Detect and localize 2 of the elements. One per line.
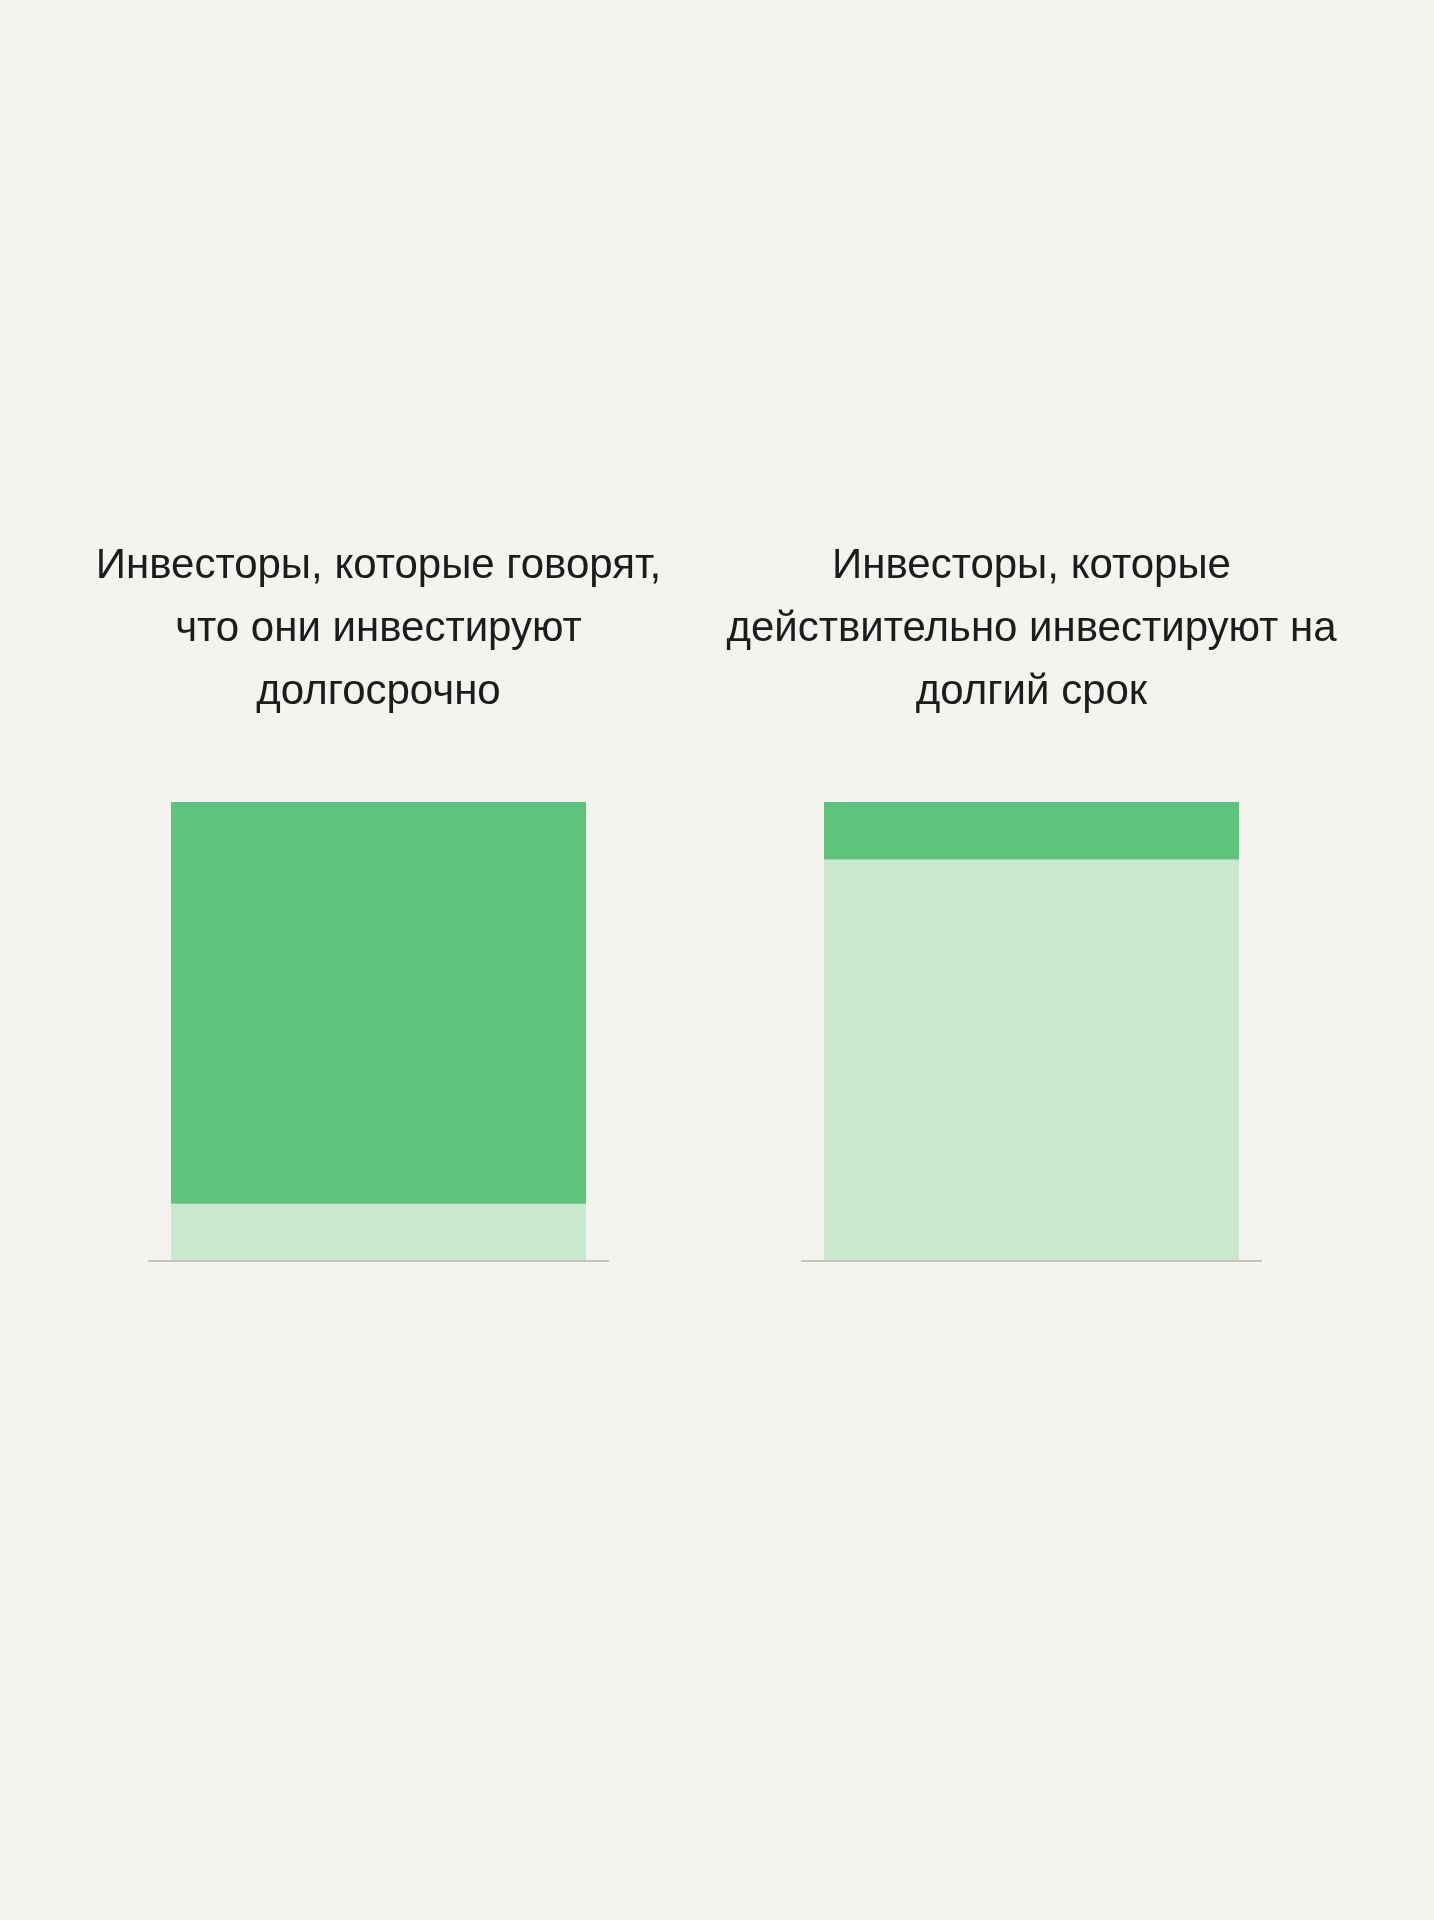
chart-title: Инвесторы, которые говорят, что они инвестируют долгосрочно [94, 539, 663, 715]
chart-title: Инвесторы, которые действительно инвестируют на долгий срок [725, 539, 1338, 715]
